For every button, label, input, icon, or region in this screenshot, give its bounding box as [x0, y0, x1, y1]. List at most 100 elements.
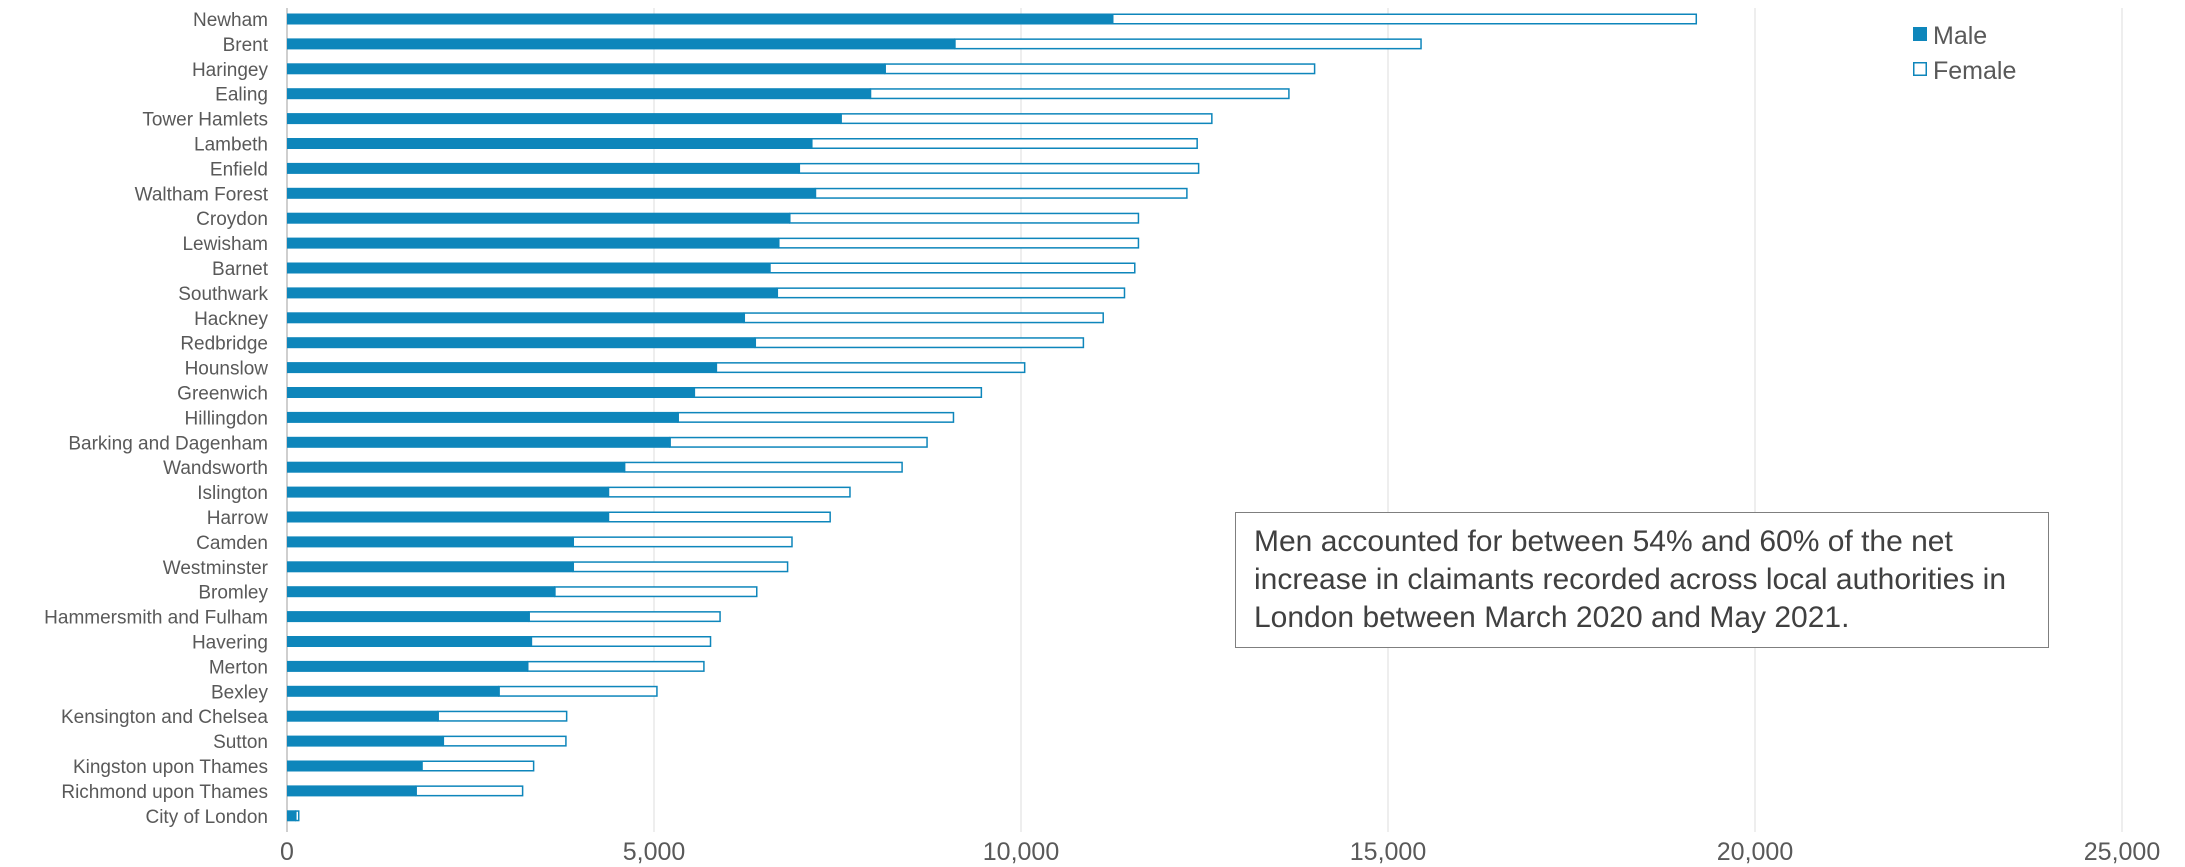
x-tick-label: 5,000 — [623, 838, 686, 866]
bar-female — [869, 88, 1290, 100]
bar-male — [287, 760, 423, 772]
legend-label-female: Female — [1933, 57, 2016, 85]
bar-male — [287, 685, 500, 697]
category-label: Hackney — [194, 309, 268, 330]
bar-male — [287, 113, 842, 125]
annotation-box: Men accounted for between 54% and 60% of… — [1235, 512, 2049, 648]
bar-male — [287, 611, 530, 623]
bars — [287, 13, 1698, 822]
bar-female — [789, 212, 1140, 224]
bar-male — [287, 536, 574, 548]
bar-male — [287, 212, 790, 224]
bar-female — [778, 237, 1140, 249]
bar-male — [287, 88, 871, 100]
bar-female — [954, 38, 1422, 50]
category-label: Enfield — [210, 159, 268, 180]
category-label: Richmond upon Thames — [61, 782, 268, 803]
bar-female — [421, 760, 535, 772]
bar-male — [287, 511, 609, 523]
category-label: Havering — [192, 633, 268, 654]
bar-male — [287, 710, 439, 722]
bar-female — [693, 387, 983, 398]
bar-female — [607, 486, 851, 498]
category-label: Kingston upon Thames — [73, 757, 268, 778]
category-label: Kensington and Chelsea — [61, 707, 268, 728]
bar-male — [287, 312, 745, 324]
category-label: Hillingdon — [185, 408, 268, 429]
category-label: Camden — [196, 533, 268, 554]
bar-male — [287, 387, 695, 398]
category-label: Barnet — [212, 259, 269, 280]
x-axis-tick-labels: 0 5,000 10,000 15,000 20,000 25,000 — [280, 838, 2160, 866]
bar-female — [884, 63, 1316, 75]
bar-male — [287, 162, 800, 174]
bar-male — [287, 411, 679, 423]
bar-male — [287, 636, 532, 647]
bar-male — [287, 187, 816, 199]
bar-male — [287, 735, 444, 747]
category-label: Bromley — [198, 583, 268, 604]
bar-female — [442, 735, 567, 747]
bar-male — [287, 436, 671, 448]
category-label: Tower Hamlets — [142, 110, 268, 131]
category-label: Hounslow — [185, 359, 269, 380]
bar-male — [287, 13, 1113, 25]
category-label: Harrow — [207, 508, 269, 529]
bar-male — [287, 337, 756, 349]
bar-male — [287, 486, 609, 498]
category-label: Islington — [197, 483, 268, 504]
bar-male — [287, 362, 717, 374]
bar-female — [811, 138, 1198, 149]
x-tick-label: 10,000 — [983, 838, 1059, 866]
bar-male — [287, 785, 417, 797]
bar-female — [715, 362, 1026, 374]
category-label: Lewisham — [182, 234, 268, 255]
bar-female — [840, 113, 1213, 125]
bar-female — [498, 685, 658, 697]
bar-female — [669, 436, 928, 448]
category-label: Waltham Forest — [135, 184, 269, 205]
category-label: Southwark — [178, 284, 268, 305]
category-label: Greenwich — [177, 384, 268, 405]
category-labels: Newham Brent Haringey Ealing Tower Hamlets La… — [44, 10, 269, 828]
bar-male — [287, 461, 625, 473]
bar-female — [607, 511, 831, 523]
bar-male — [287, 262, 770, 274]
bar-female — [572, 536, 793, 548]
bar-female — [743, 312, 1104, 324]
category-label: Sutton — [213, 732, 268, 753]
x-tick-label: 20,000 — [1717, 838, 1793, 866]
category-label: Newham — [193, 10, 268, 31]
category-label: Hammersmith and Fulham — [44, 608, 268, 629]
category-label: Barking and Dagenham — [68, 433, 268, 454]
bar-female — [554, 586, 758, 598]
bar-female — [623, 461, 903, 473]
bar-male — [287, 586, 555, 598]
bar-male — [287, 237, 779, 249]
category-label: Westminster — [163, 558, 269, 579]
category-label: Redbridge — [180, 334, 268, 355]
category-label: Wandsworth — [163, 458, 268, 479]
bar-female — [814, 187, 1188, 199]
bar-male — [287, 138, 812, 149]
bar-female — [572, 561, 789, 573]
bar-female — [437, 710, 568, 722]
bar-male — [287, 810, 296, 822]
bar-female — [530, 636, 712, 647]
bar-female — [677, 411, 955, 423]
bar-male — [287, 287, 778, 299]
category-label: City of London — [145, 807, 268, 828]
bar-female — [528, 611, 721, 623]
x-tick-label: 15,000 — [1350, 838, 1426, 866]
bar-female — [415, 785, 524, 797]
legend: Male Female — [1913, 22, 2016, 85]
bar-male — [287, 38, 955, 50]
bar-female — [527, 660, 705, 672]
bar-male — [287, 63, 886, 75]
category-label: Brent — [223, 35, 269, 56]
legend-label-male: Male — [1933, 22, 1987, 50]
category-label: Croydon — [196, 209, 268, 230]
bar-male — [287, 660, 528, 672]
